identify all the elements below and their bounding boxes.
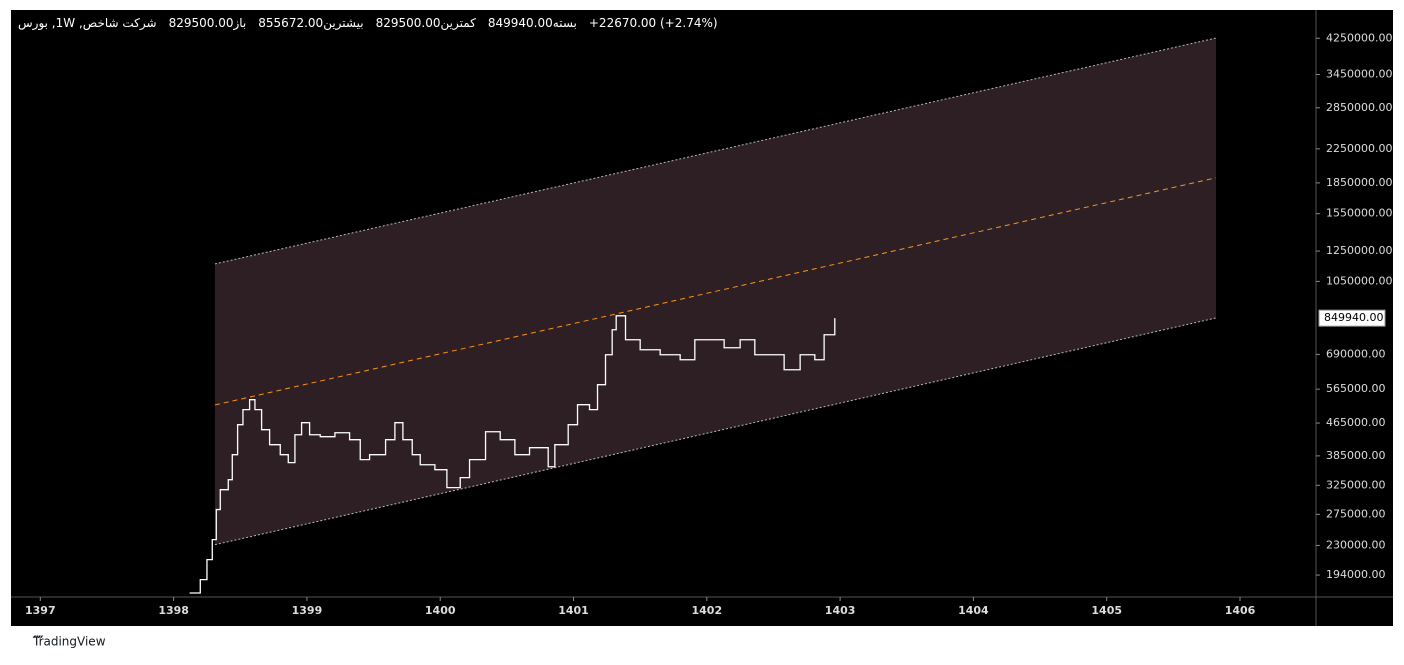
y-tick-label: 565000.00 [1326,382,1386,395]
x-tick-label: 1399 [292,604,323,617]
header: شرکت شاخص, 1W, بورس 829500.00باز 855672.0… [18,16,718,30]
ohlc-item: 849940.00بسته [488,16,577,30]
last-price-tag [1318,309,1386,327]
y-tick-label: 275000.00 [1326,507,1386,520]
y-tick-label: 1550000.00 [1326,207,1392,220]
brand: TradingView [32,635,106,649]
ohlc-value: 855672.00 [258,16,324,30]
ohlc-value: 829500.00 [375,16,441,30]
channel-middle [214,177,1217,406]
ohlc-label: باز [233,16,247,30]
y-tick-label: 2250000.00 [1326,142,1392,155]
last-price-label: 849940.00 [1324,311,1384,324]
plot [189,37,1217,594]
ohlc-item: 829500.00کمترین [376,16,476,30]
y-tick-label: 230000.00 [1326,538,1386,551]
y-tick-label: 1250000.00 [1326,244,1392,257]
x-tick-label: 1397 [25,604,56,617]
brand-logo: ⁗ [33,635,44,650]
x-tick-label: 1404 [958,604,989,617]
y-tick-label: 325000.00 [1326,478,1386,491]
y-tick-label: 1050000.00 [1326,274,1392,287]
ohlc-item: 829500.00باز [169,16,247,30]
x-tick-label: 1405 [1091,604,1122,617]
y-tick-label: 3450000.00 [1326,68,1392,81]
y-tick-label: 465000.00 [1326,416,1386,429]
x-tick-label: 1403 [825,604,856,617]
ohlc-value: 829500.00 [168,16,234,30]
symbol: شرکت شاخص, 1W, بورس [18,16,157,30]
y-tick-label: 385000.00 [1326,449,1386,462]
x-tick-label: 1406 [1225,604,1256,617]
y-tick-label: 2850000.00 [1326,101,1392,114]
ohlc-item: 855672.00بیشترین [258,16,363,30]
ohlc-value: 849940.00 [487,16,553,30]
x-tick-label: 1401 [558,604,589,617]
y-tick-label: 194000.00 [1326,568,1386,581]
y-tick-label: 1850000.00 [1326,176,1392,189]
ohlc-label: کمترین [440,16,476,30]
x-tick-label: 1402 [692,604,723,617]
change: +22670.00 (+2.74%) [588,16,718,30]
channel-lower [214,317,1217,546]
channel-upper [214,37,1217,265]
ohlc-label: بسته [552,16,577,30]
x-tick-label: 1398 [158,604,189,617]
ohlc-label: بیشترین [323,16,364,30]
x-tick-label: 1400 [425,604,456,617]
y-tick-label: 4250000.00 [1326,31,1392,44]
y-tick-label: 690000.00 [1326,347,1386,360]
price-line [189,315,836,594]
